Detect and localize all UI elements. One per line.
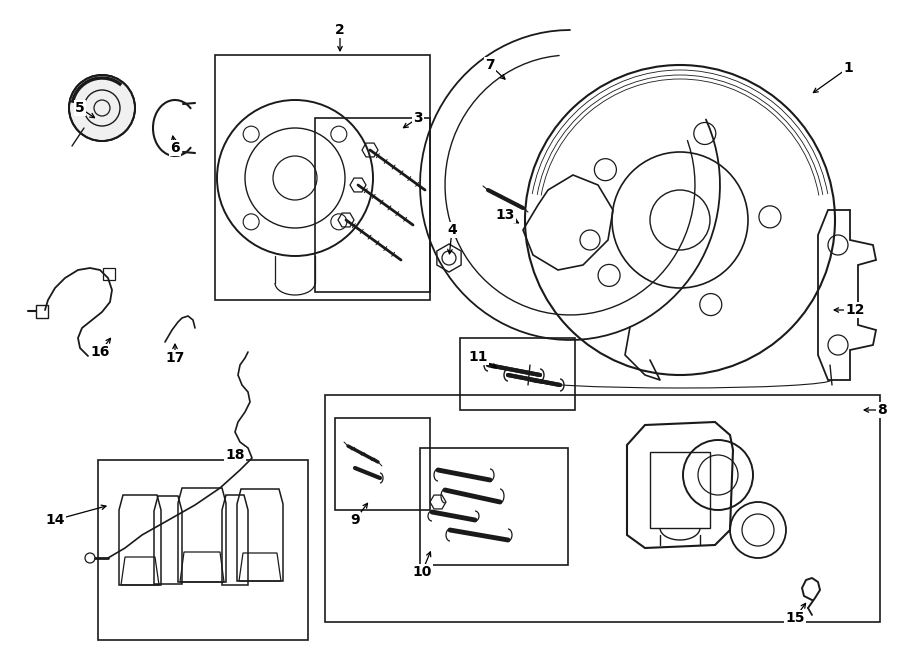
Text: 14: 14 — [45, 513, 65, 527]
Bar — [650, 452, 710, 528]
Bar — [36, 305, 48, 318]
Text: 1: 1 — [843, 61, 853, 75]
Text: 9: 9 — [350, 513, 360, 527]
Text: 7: 7 — [485, 58, 495, 72]
Bar — [325, 395, 880, 622]
Text: 10: 10 — [412, 565, 432, 579]
Text: 5: 5 — [75, 101, 85, 115]
Text: 8: 8 — [878, 403, 886, 417]
Bar — [103, 268, 115, 280]
Text: 13: 13 — [495, 208, 515, 222]
Bar — [315, 118, 430, 292]
Text: 4: 4 — [447, 223, 457, 237]
Text: 6: 6 — [170, 141, 180, 155]
Bar — [460, 338, 575, 410]
Ellipse shape — [69, 75, 135, 141]
Text: 2: 2 — [335, 23, 345, 37]
Text: 15: 15 — [785, 611, 805, 625]
Bar — [98, 460, 308, 640]
Bar — [215, 55, 430, 300]
Text: 16: 16 — [90, 345, 110, 359]
Bar — [335, 418, 430, 510]
Text: 12: 12 — [845, 303, 865, 317]
Text: 11: 11 — [468, 350, 488, 364]
Text: 17: 17 — [166, 351, 184, 365]
Bar — [420, 448, 568, 565]
Text: 18: 18 — [225, 448, 245, 462]
Text: 3: 3 — [413, 111, 423, 125]
